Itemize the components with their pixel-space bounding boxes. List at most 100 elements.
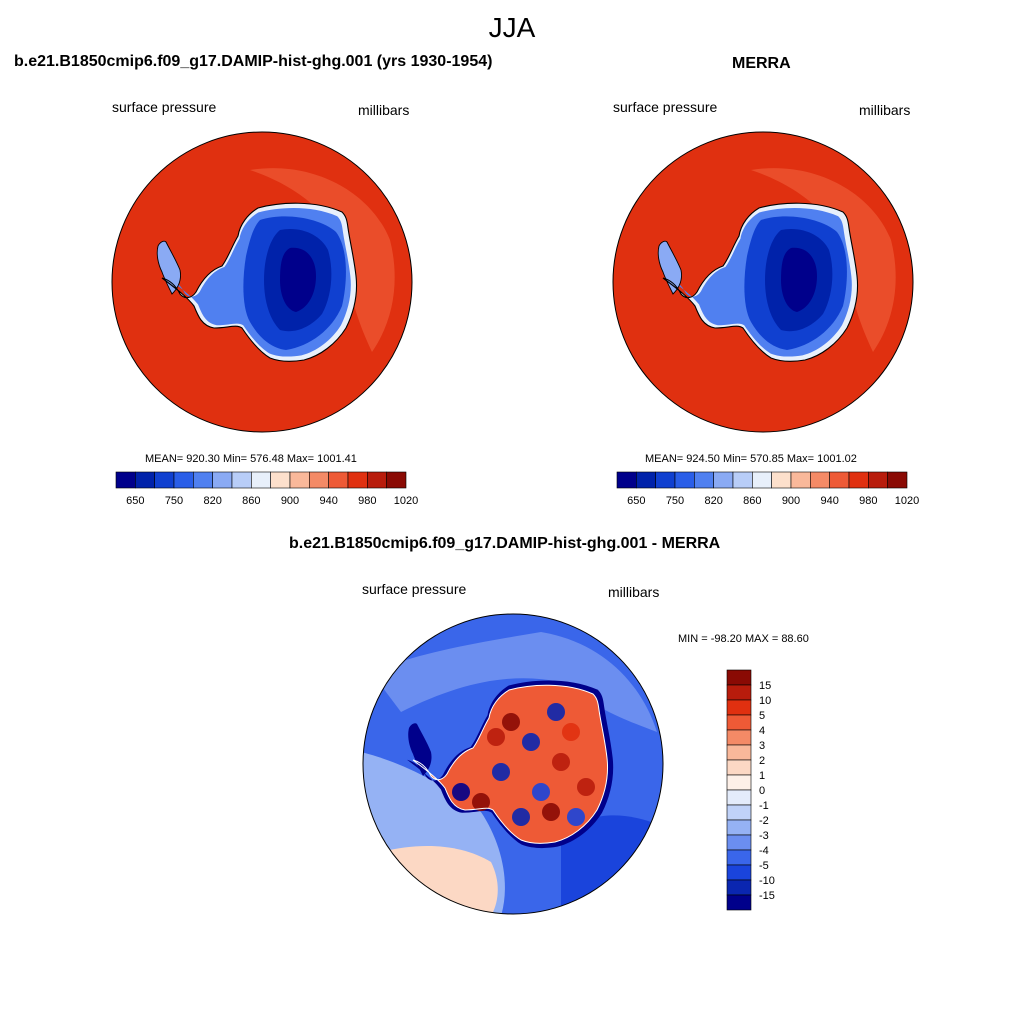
colorbar-tick-label: 650 — [126, 495, 144, 507]
ice-sheet-plateau — [280, 247, 316, 312]
colorbar-segment — [347, 471, 368, 489]
antarctic-peninsula — [157, 241, 181, 294]
colorbar-tick-label: 1020 — [394, 495, 418, 507]
colorbar-tick-label: 820 — [704, 495, 722, 507]
anomaly-blob — [552, 753, 570, 771]
colorbar-tick-label: -3 — [759, 830, 769, 842]
panel-title-difference: b.e21.B1850cmip6.f09_g17.DAMIP-hist-ghg.… — [289, 535, 721, 552]
colorbar-segment — [726, 699, 752, 716]
ocean-anomaly-weak — [371, 632, 657, 732]
colorbar-segment — [309, 471, 329, 489]
surface-pressure-map-model — [111, 131, 413, 433]
colorbar-segment — [674, 471, 695, 489]
colorbar-model: 650 750 820 860 900 940 980 1020 — [115, 471, 418, 507]
colorbar-segment — [726, 864, 752, 881]
colorbar-tick-label: -15 — [759, 890, 775, 902]
colorbar-tick-label: -4 — [759, 845, 769, 857]
colorbar-tick-label: 820 — [203, 495, 221, 507]
anomaly-blob — [492, 763, 510, 781]
colorbar-segment — [829, 471, 850, 489]
colorbar-segment — [887, 471, 908, 489]
colorbar-segment — [115, 471, 136, 489]
anomaly-blob — [512, 808, 530, 826]
variable-label: surface pressure — [112, 99, 217, 115]
anomaly-blob — [522, 733, 540, 751]
colorbar-segment — [771, 471, 792, 489]
colorbar-segment — [726, 819, 752, 836]
colorbar-tick-label: 5 — [759, 710, 765, 722]
colorbar-segment — [655, 471, 676, 489]
colorbar-tick-label: 980 — [859, 495, 877, 507]
colorbar-segment — [726, 729, 752, 746]
map-boundary — [612, 131, 914, 433]
colorbar-tick-label: 940 — [319, 495, 337, 507]
colorbar-tick-label: -2 — [759, 815, 769, 827]
colorbar-tick-label: 750 — [666, 495, 684, 507]
colorbar-segment — [726, 744, 752, 761]
colorbar-tick-label: 900 — [782, 495, 800, 507]
ocean-band — [250, 168, 395, 352]
colorbar-segment — [810, 471, 830, 489]
colorbar-segment — [154, 471, 175, 489]
colorbar-tick-label: 860 — [242, 495, 260, 507]
colorbar-segment — [212, 471, 233, 489]
colorbar-tick-label: 650 — [627, 495, 645, 507]
colorbar-segment — [726, 849, 752, 866]
colorbar-segment — [790, 471, 811, 489]
colorbar-segment — [616, 471, 637, 489]
colorbar-segment — [726, 759, 752, 776]
map-boundary — [362, 613, 664, 915]
colorbar-segment — [848, 471, 869, 489]
anomaly-blob — [452, 783, 470, 801]
colorbar-tick-label: 1020 — [895, 495, 919, 507]
coastline-peninsula — [156, 240, 181, 295]
units-label: millibars — [859, 102, 911, 118]
variable-label: surface pressure — [362, 581, 467, 597]
colorbar-tick-label: 15 — [759, 680, 771, 692]
colorbar-segment — [386, 471, 407, 489]
anomaly-blob — [562, 723, 580, 741]
variable-label: surface pressure — [613, 99, 718, 115]
colorbar-segment — [694, 471, 714, 489]
colorbar-segment — [752, 471, 772, 489]
colorbar-segment — [726, 714, 752, 731]
colorbar-tick-label: -1 — [759, 800, 769, 812]
panel-title-model: b.e21.B1850cmip6.f09_g17.DAMIP-hist-ghg.… — [14, 53, 493, 70]
colorbar-segment — [328, 471, 349, 489]
colorbar-tick-label: 0 — [759, 785, 765, 797]
colorbar-segment — [193, 471, 213, 489]
colorbar-segment — [732, 471, 753, 489]
colorbar-tick-label: 900 — [281, 495, 299, 507]
colorbar-segment — [367, 471, 387, 489]
colorbar-segment — [135, 471, 155, 489]
colorbar-tick-label: 750 — [165, 495, 183, 507]
colorbar-tick-label: -5 — [759, 860, 769, 872]
anomaly-blob — [472, 793, 490, 811]
stats-line: MEAN= 924.50 Min= 570.85 Max= 1001.02 — [645, 453, 857, 465]
ice-sheet-plateau — [781, 247, 817, 312]
surface-pressure-map-difference — [362, 613, 664, 915]
antarctic-peninsula — [408, 723, 432, 776]
colorbar-segment — [251, 471, 271, 489]
colorbar-segment — [713, 471, 734, 489]
coastline-peninsula — [657, 240, 682, 295]
units-label: millibars — [608, 584, 660, 600]
panel-title-merra: MERRA — [732, 55, 791, 72]
anomaly-blob — [532, 783, 550, 801]
colorbar-tick-label: 860 — [743, 495, 761, 507]
colorbar-segment — [726, 789, 752, 806]
colorbar-tick-label: 3 — [759, 740, 765, 752]
colorbar-segment — [868, 471, 888, 489]
antarctic-peninsula — [658, 241, 682, 294]
anomaly-blob — [502, 713, 520, 731]
colorbar-tick-label: 940 — [820, 495, 838, 507]
colorbar-segment — [726, 804, 752, 821]
continent-anomaly — [413, 685, 608, 844]
colorbar-tick-label: 2 — [759, 755, 765, 767]
coastline — [412, 684, 608, 844]
colorbar-segment — [726, 894, 752, 911]
colorbar-segment — [726, 834, 752, 851]
colorbar-segment — [726, 774, 752, 791]
map-boundary — [111, 131, 413, 433]
